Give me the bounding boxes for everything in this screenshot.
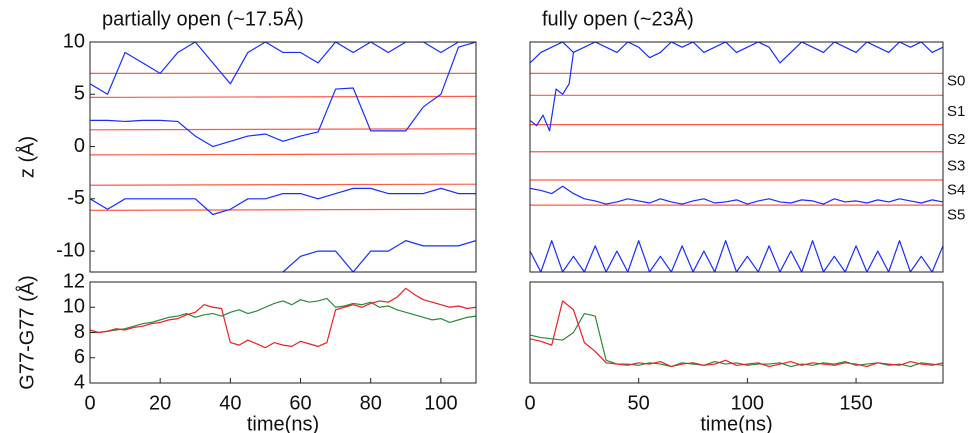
- site-label: S4: [947, 181, 965, 198]
- panel-title: fully open (~23Å): [542, 7, 694, 30]
- y-tick-label: 6: [74, 346, 85, 368]
- y-tick-label: 4: [74, 371, 85, 393]
- y-tick-label: 0: [74, 135, 85, 157]
- x-tick-label: 0: [524, 392, 535, 414]
- plot-frame: [529, 41, 944, 273]
- y-axis-label: G77-G77 (Å): [15, 275, 38, 389]
- site-label: S0: [947, 73, 965, 90]
- y-tick-label: 5: [74, 83, 85, 105]
- site-label: S3: [947, 157, 965, 174]
- trace: [90, 297, 476, 334]
- trace: [90, 208, 476, 211]
- y-tick-label: 12: [63, 270, 85, 292]
- trace: [90, 287, 476, 349]
- x-tick-label: 50: [628, 392, 650, 414]
- trace: [530, 185, 943, 205]
- y-tick-label: 8: [74, 321, 85, 343]
- plot-frame: [529, 281, 944, 384]
- site-label: S2: [947, 131, 965, 148]
- trace: [530, 52, 575, 132]
- trace: [90, 183, 476, 186]
- y-tick-label: 10: [63, 296, 85, 318]
- x-tick-label: 20: [149, 392, 171, 414]
- x-tick-label: 0: [84, 392, 95, 414]
- y-tick-label: 10: [63, 30, 85, 52]
- plot-frame: [89, 41, 477, 273]
- y-axis-label: z (Å): [15, 136, 38, 178]
- x-axis-label: time(ns): [247, 413, 319, 433]
- panel-title: partially open (~17.5Å): [102, 7, 304, 30]
- y-tick-label: -5: [67, 187, 85, 209]
- trace: [530, 300, 943, 368]
- x-tick-label: 40: [219, 392, 241, 414]
- trace: [530, 240, 943, 272]
- trace: [90, 42, 476, 95]
- x-tick-label: 100: [424, 392, 457, 414]
- x-tick-label: 100: [731, 392, 764, 414]
- x-tick-label: 80: [360, 392, 382, 414]
- x-tick-label: 150: [839, 392, 872, 414]
- trace: [90, 187, 476, 216]
- y-tick-label: -10: [56, 239, 85, 261]
- trace: [90, 153, 476, 156]
- site-label: S5: [947, 207, 965, 224]
- trace: [282, 240, 476, 272]
- site-label: S1: [947, 103, 965, 120]
- x-axis-label: time(ns): [700, 413, 772, 433]
- trace: [530, 312, 943, 368]
- trace: [90, 128, 476, 131]
- trace: [530, 42, 943, 64]
- x-tick-label: 60: [289, 392, 311, 414]
- trace: [90, 95, 476, 99]
- trace: [90, 42, 476, 148]
